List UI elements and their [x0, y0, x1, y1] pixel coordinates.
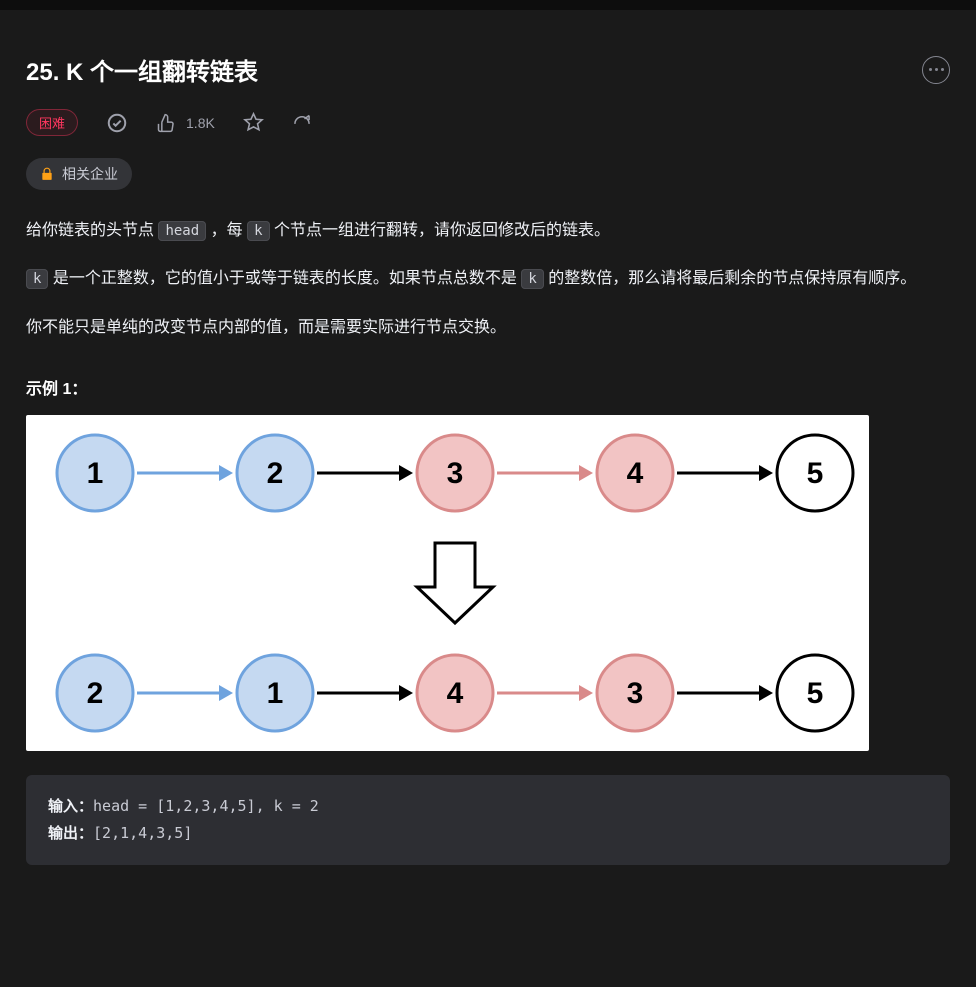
- desc-paragraph-1: 给你链表的头节点 head ，每 k 个节点一组进行翻转，请你返回修改后的链表。: [26, 216, 950, 246]
- svg-text:1: 1: [87, 457, 104, 490]
- output-value: [2,1,4,3,5]: [93, 824, 192, 842]
- svg-text:4: 4: [447, 677, 464, 710]
- share-icon: [292, 113, 312, 133]
- desc-text: 个节点一组进行翻转，请你返回修改后的链表。: [270, 222, 610, 239]
- lock-icon: [40, 167, 54, 181]
- problem-title: 25. K 个一组翻转链表: [26, 52, 258, 87]
- svg-text:1: 1: [267, 677, 284, 710]
- example-input-line: 输入：head = [1,2,3,4,5], k = 2: [48, 793, 928, 820]
- problem-content: 25. K 个一组翻转链表 困难 1.8K 相关企业 给你链表的头节点 head…: [0, 10, 976, 865]
- input-value: head = [1,2,3,4,5], k = 2: [93, 797, 319, 815]
- svg-text:3: 3: [627, 677, 644, 710]
- desc-text: 给你链表的头节点: [26, 222, 158, 239]
- desc-paragraph-3: 你不能只是单纯的改变节点内部的值，而是需要实际进行节点交换。: [26, 313, 950, 343]
- company-tag-label: 相关企业: [62, 164, 118, 184]
- desc-paragraph-2: k 是一个正整数，它的值小于或等于链表的长度。如果节点总数不是 k 的整数倍，那…: [26, 264, 950, 294]
- meta-row: 困难 1.8K: [26, 109, 950, 136]
- svg-text:5: 5: [807, 677, 824, 710]
- solved-check-icon[interactable]: [106, 112, 128, 134]
- example-heading: 示例 1：: [26, 375, 950, 399]
- svg-text:2: 2: [87, 677, 104, 710]
- svg-text:4: 4: [627, 457, 644, 490]
- star-icon: [243, 112, 264, 133]
- like-button[interactable]: 1.8K: [156, 113, 215, 133]
- favorite-button[interactable]: [243, 112, 264, 133]
- svg-text:5: 5: [807, 457, 824, 490]
- input-label: 输入：: [48, 798, 93, 815]
- example-output-line: 输出：[2,1,4,3,5]: [48, 820, 928, 847]
- share-button[interactable]: [292, 113, 312, 133]
- more-button[interactable]: [922, 56, 950, 84]
- title-row: 25. K 个一组翻转链表: [26, 52, 950, 87]
- example-diagram: 1 2 3 4 5 2 1 4 3 5: [26, 415, 869, 751]
- company-tag[interactable]: 相关企业: [26, 158, 132, 190]
- top-dark-bar: [0, 0, 976, 10]
- code-k: k: [247, 221, 269, 241]
- like-count: 1.8K: [186, 115, 215, 131]
- example-io-block: 输入：head = [1,2,3,4,5], k = 2 输出：[2,1,4,3…: [26, 775, 950, 865]
- desc-text: 的整数倍，那么请将最后剩余的节点保持原有顺序。: [544, 270, 916, 287]
- desc-text: ，每: [206, 222, 247, 239]
- problem-description: 给你链表的头节点 head ，每 k 个节点一组进行翻转，请你返回修改后的链表。…: [26, 216, 950, 343]
- svg-text:3: 3: [447, 457, 464, 490]
- desc-text: 是一个正整数，它的值小于或等于链表的长度。如果节点总数不是: [48, 270, 521, 287]
- difficulty-badge: 困难: [26, 109, 78, 136]
- svg-text:2: 2: [267, 457, 284, 490]
- code-k: k: [521, 269, 543, 289]
- code-k: k: [26, 269, 48, 289]
- output-label: 输出：: [48, 825, 93, 842]
- code-head: head: [158, 221, 206, 241]
- ellipsis-icon: [929, 68, 944, 71]
- company-tag-row: 相关企业: [26, 136, 950, 190]
- thumbs-up-icon: [156, 113, 176, 133]
